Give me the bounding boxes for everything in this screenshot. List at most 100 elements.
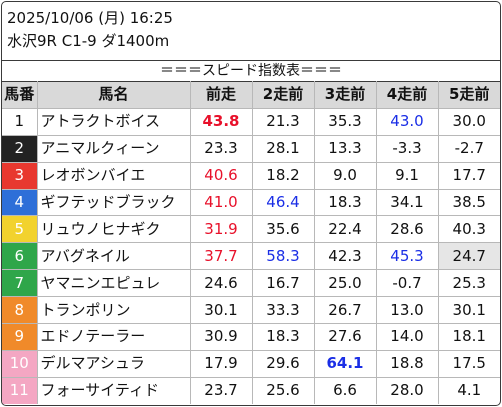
horse-name: アバグネイル	[36, 242, 191, 271]
horse-name: デルマアシュラ	[36, 349, 191, 378]
column-header-4back: 4走前	[375, 81, 439, 109]
speed-index-value: -0.7	[375, 269, 439, 298]
table-row: 3 レオボンバイエ 40.6 18.2 9.0 9.1 17.7	[2, 161, 500, 190]
horse-number: 7	[2, 269, 38, 298]
speed-index-value: 16.7	[251, 269, 315, 298]
speed-index-value: 30.1	[189, 296, 253, 325]
horse-number: 5	[2, 215, 38, 244]
table-row: 10 デルマアシュラ 17.9 29.6 64.1 18.8 17.5	[2, 349, 500, 378]
horse-number: 11	[2, 376, 38, 404]
table-row: 5 リュウノヒナギク 31.9 35.6 22.4 28.6 40.3	[2, 215, 500, 244]
table-row: 7 ヤマニンエピュレ 24.6 16.7 25.0 -0.7 25.3	[2, 269, 500, 298]
speed-index-value: 34.1	[375, 188, 439, 217]
speed-index-value: 33.3	[251, 296, 315, 325]
speed-index-value: 64.1	[313, 349, 377, 378]
table-row: 1 アトラクトボイス 43.8 21.3 35.3 43.0 30.0	[2, 107, 500, 136]
speed-index-value: 13.0	[375, 296, 439, 325]
horse-name: リュウノヒナギク	[36, 215, 191, 244]
speed-index-value: 29.6	[251, 349, 315, 378]
speed-index-value: 17.9	[189, 349, 253, 378]
speed-index-value: 31.9	[189, 215, 253, 244]
speed-index-value: 23.7	[189, 376, 253, 404]
speed-index-value: 46.4	[251, 188, 315, 217]
column-header-3back: 3走前	[313, 81, 377, 109]
horse-name: レオボンバイエ	[36, 161, 191, 190]
speed-index-value: 41.0	[189, 188, 253, 217]
speed-index-value: 28.0	[375, 376, 439, 404]
speed-index-value: 35.3	[313, 107, 377, 136]
horse-number: 3	[2, 161, 38, 190]
horse-number: 8	[2, 296, 38, 325]
column-header-gate: 馬番	[2, 81, 38, 109]
table-row: 9 エドノテーラー 30.9 18.3 27.6 14.0 18.1	[2, 323, 500, 351]
speed-index-value: 17.5	[437, 349, 500, 378]
speed-index-value: 25.0	[313, 269, 377, 298]
horse-number: 6	[2, 242, 38, 271]
speed-index-value: 40.3	[437, 215, 500, 244]
speed-index-value: 38.5	[437, 188, 500, 217]
speed-index-value: 18.3	[251, 323, 315, 351]
speed-index-table: 馬番 馬名 前走 2走前 3走前 4走前 5走前 1 アトラクトボイス 43.8 21…	[2, 81, 500, 404]
table-title: ＝＝＝スピード指数表＝＝＝	[2, 60, 500, 81]
speed-index-value: 30.9	[189, 323, 253, 351]
speed-index-value: 24.7	[437, 242, 500, 271]
horse-name: アトラクトボイス	[36, 107, 191, 136]
horse-name: フォーサイティド	[36, 376, 191, 404]
horse-name: アニマルクィーン	[36, 134, 191, 163]
table-row: 4 ギフテッドブラック 41.0 46.4 18.3 34.1 38.5	[2, 188, 500, 217]
horse-name: ギフテッドブラック	[36, 188, 191, 217]
speed-index-value: 28.6	[375, 215, 439, 244]
speed-index-value: 43.0	[375, 107, 439, 136]
table-row: 2 アニマルクィーン 23.3 28.1 13.3 -3.3 -2.7	[2, 134, 500, 163]
table-row: 6 アバグネイル 37.7 58.3 42.3 45.3 24.7	[2, 242, 500, 271]
horse-number: 4	[2, 188, 38, 217]
race-datetime: 2025/10/06 (月) 16:25	[7, 9, 173, 27]
speed-index-value: 25.3	[437, 269, 500, 298]
horse-name: トランポリン	[36, 296, 191, 325]
speed-index-value: 14.0	[375, 323, 439, 351]
horse-number: 9	[2, 323, 38, 351]
column-header-horse: 馬名	[36, 81, 191, 109]
speed-index-value: 23.3	[189, 134, 253, 163]
race-info: 水沢9R C1-9 ダ1400m	[7, 32, 170, 50]
speed-index-value: 22.4	[313, 215, 377, 244]
speed-index-value: 26.7	[313, 296, 377, 325]
table-row: 8 トランポリン 30.1 33.3 26.7 13.0 30.1	[2, 296, 500, 325]
speed-index-value: 17.7	[437, 161, 500, 190]
speed-index-value: -3.3	[375, 134, 439, 163]
speed-index-value: 6.6	[313, 376, 377, 404]
speed-index-value: 4.1	[437, 376, 500, 404]
horse-name: エドノテーラー	[36, 323, 191, 351]
column-header-last: 前走	[189, 81, 253, 109]
speed-index-value: 9.1	[375, 161, 439, 190]
speed-index-value: 18.1	[437, 323, 500, 351]
horse-number: 1	[2, 107, 38, 136]
horse-number: 2	[2, 134, 38, 163]
speed-index-value: 24.6	[189, 269, 253, 298]
speed-index-value: 40.6	[189, 161, 253, 190]
speed-index-value: 21.3	[251, 107, 315, 136]
column-header-2back: 2走前	[251, 81, 315, 109]
horse-number: 10	[2, 349, 38, 378]
speed-index-value: 18.2	[251, 161, 315, 190]
table-row: 11 フォーサイティド 23.7 25.6 6.6 28.0 4.1	[2, 376, 500, 404]
speed-index-value: 27.6	[313, 323, 377, 351]
speed-index-value: 13.3	[313, 134, 377, 163]
speed-index-value: 18.3	[313, 188, 377, 217]
speed-index-value: 37.7	[189, 242, 253, 271]
speed-index-value: 35.6	[251, 215, 315, 244]
speed-index-value: -2.7	[437, 134, 500, 163]
speed-index-value: 43.8	[189, 107, 253, 136]
speed-index-value: 9.0	[313, 161, 377, 190]
speed-index-value: 58.3	[251, 242, 315, 271]
speed-index-value: 25.6	[251, 376, 315, 404]
speed-index-value: 30.0	[437, 107, 500, 136]
horse-name: ヤマニンエピュレ	[36, 269, 191, 298]
table-header-row: 馬番 馬名 前走 2走前 3走前 4走前 5走前	[2, 81, 500, 109]
speed-index-value: 28.1	[251, 134, 315, 163]
speed-index-value: 42.3	[313, 242, 377, 271]
speed-index-value: 45.3	[375, 242, 439, 271]
column-header-5back: 5走前	[437, 81, 500, 109]
speed-index-value: 30.1	[437, 296, 500, 325]
